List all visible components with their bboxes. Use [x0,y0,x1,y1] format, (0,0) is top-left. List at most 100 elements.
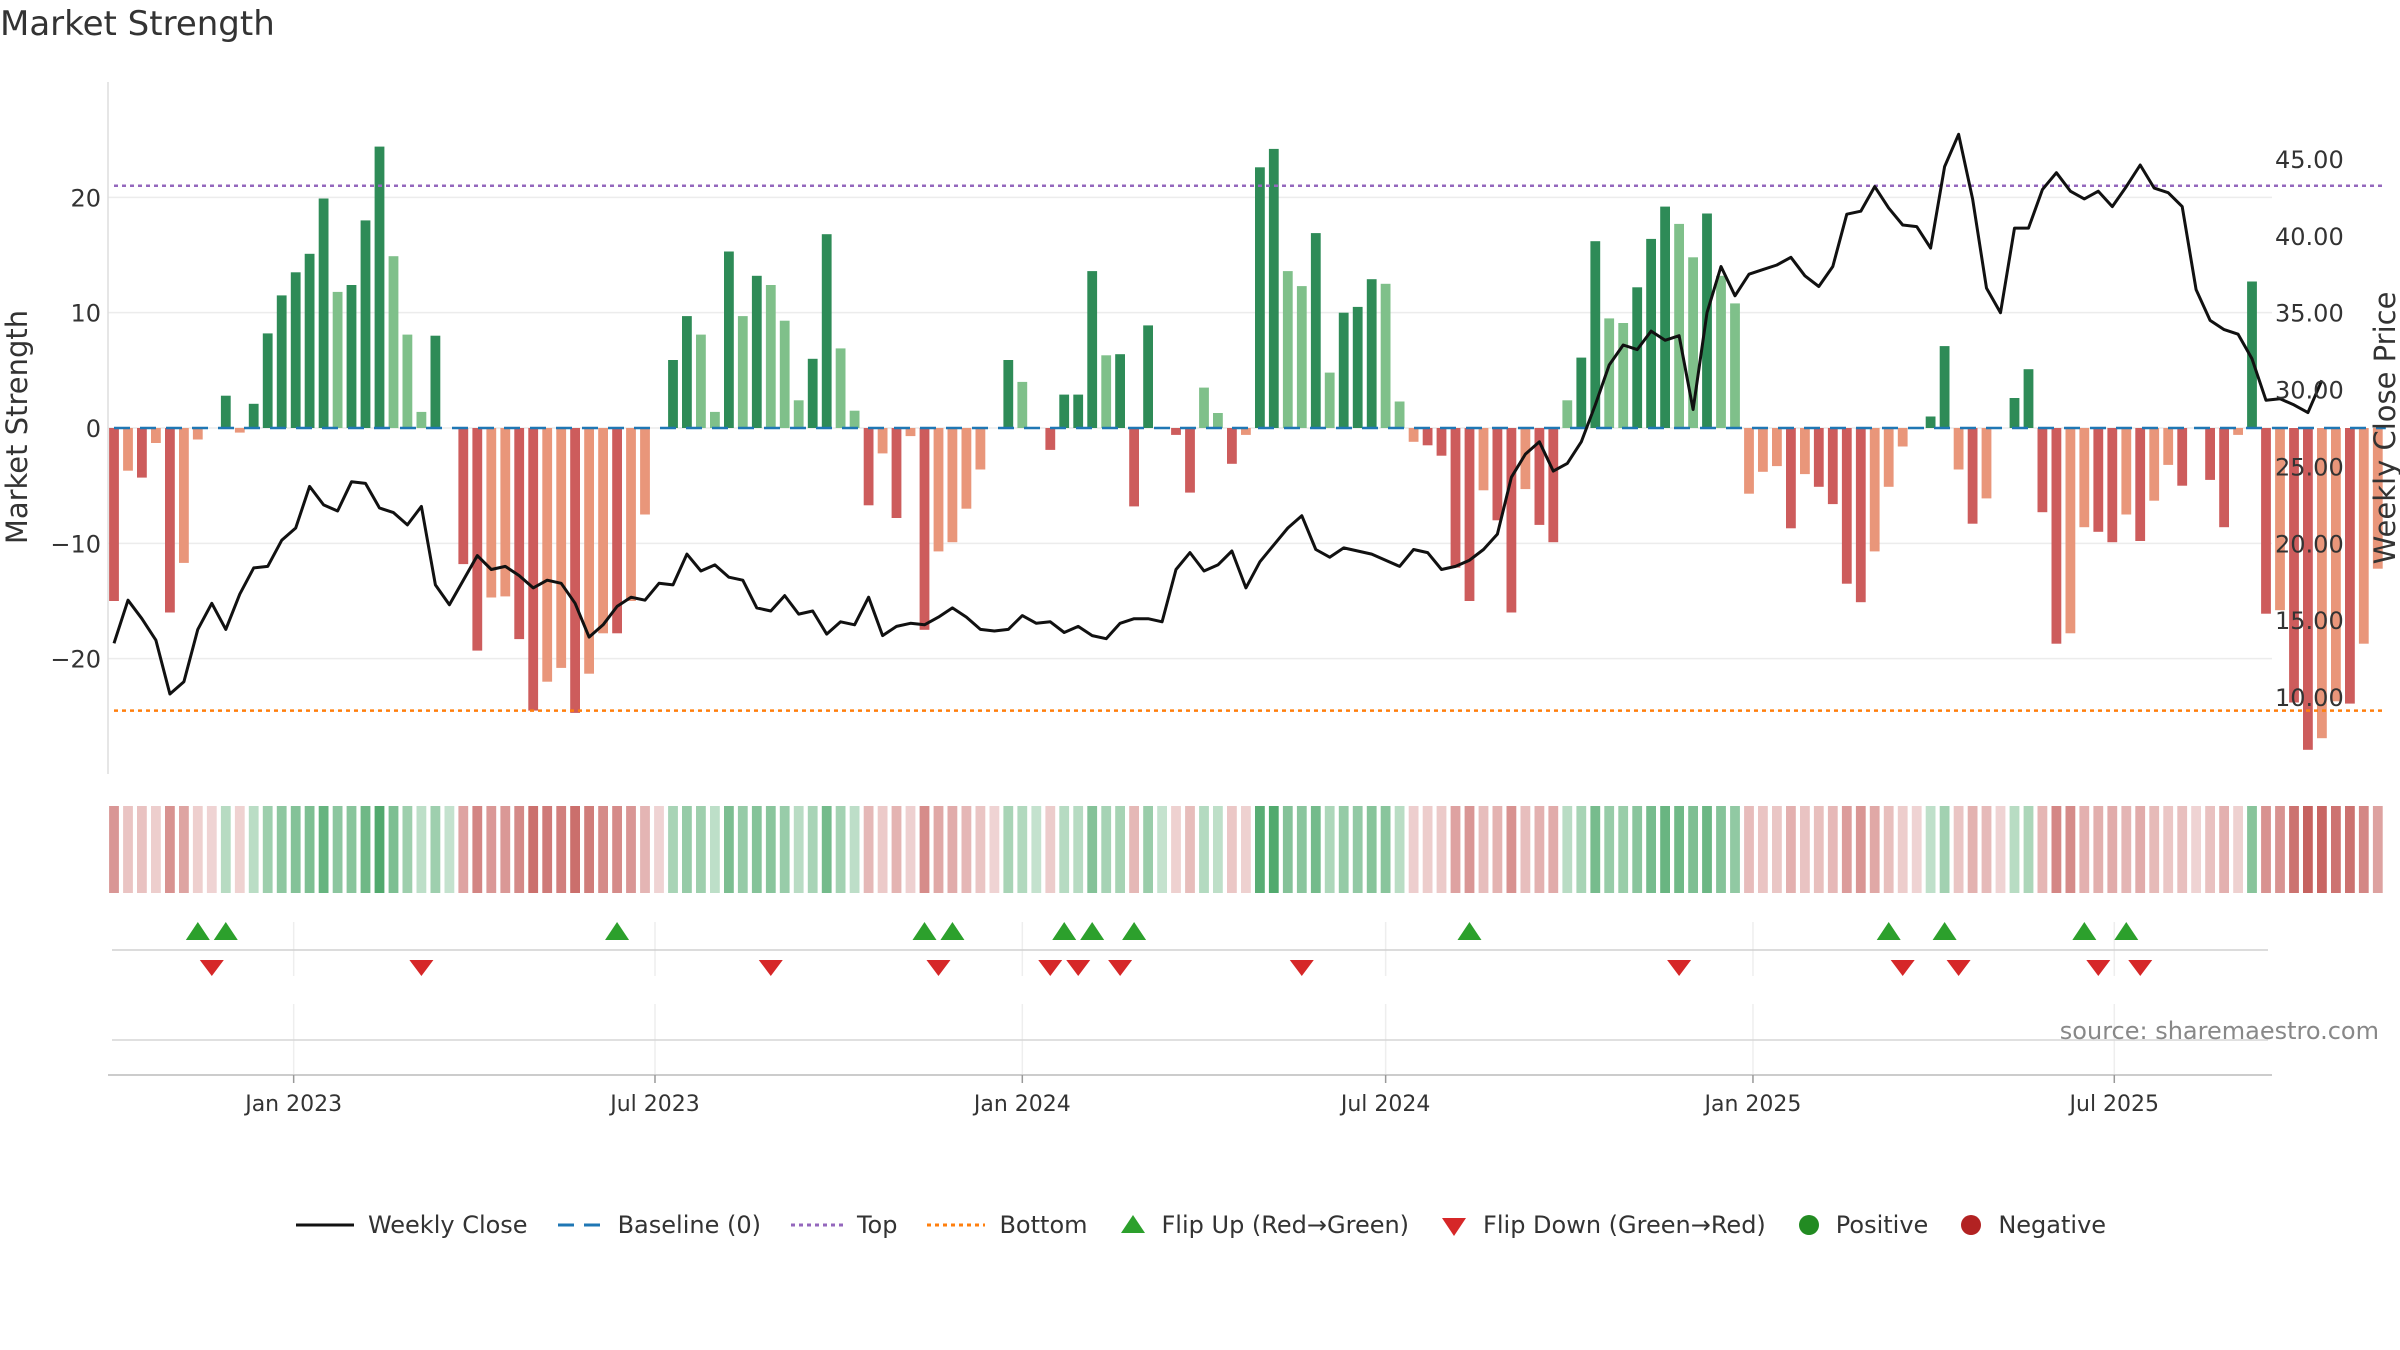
strength-bar [416,411,427,428]
heat-cell [1185,806,1195,893]
legend-label: Top [856,1211,898,1239]
strength-bar [1045,428,1056,450]
heat-cell [751,806,762,893]
strength-bar [2345,428,2355,704]
heat-cell [1296,806,1307,893]
strength-bar [458,428,469,565]
heat-cell [2372,806,2383,893]
heat-cell [151,806,161,893]
heat-cell [416,806,427,893]
strength-bar [109,428,119,601]
heat-cell [1716,806,1726,893]
strength-bar [1478,428,1489,491]
heat-cell [2358,806,2369,893]
heat-cell [2247,806,2257,893]
strength-bar [1562,400,1573,428]
heat-cell [1632,806,1643,893]
strength-bar [430,335,441,428]
strength-bar [1380,283,1391,428]
strength-bar [248,403,259,428]
strength-bar [877,428,888,454]
dotted-line-swatch-icon [789,1212,845,1238]
flip-down-marker [2086,960,2111,976]
strength-bar [137,428,147,478]
heat-cell [905,806,916,893]
legend-item-negative[interactable]: Negative [1956,1211,2106,1239]
legend-item-flip-up[interactable]: Flip Up (Red→Green) [1116,1211,1409,1239]
strength-bar [2121,428,2132,515]
strength-bar [863,428,874,506]
heat-cell [1380,806,1391,893]
strength-bar [2289,428,2299,703]
strength-bar [1310,233,1321,428]
legend-item-weekly-close[interactable]: Weekly Close [294,1211,528,1239]
heat-cell [123,806,133,893]
heat-cell [290,806,301,893]
heat-cell [374,806,385,893]
source-note: source: sharemaestro.com [2060,1017,2379,1045]
heat-cell [821,806,832,893]
strength-bars [109,146,2383,750]
strength-bar [1758,428,1768,472]
flip-down-marker [409,960,434,976]
y2-tick-label: 40.00 [2275,223,2344,251]
strength-bar [961,428,972,509]
strength-bar [1115,354,1125,428]
strength-bar [290,272,301,428]
y2-tick-label: 15.00 [2275,607,2344,635]
heat-cell [137,806,147,893]
legend-item-bottom[interactable]: Bottom [925,1211,1088,1239]
heat-cell [2023,806,2034,893]
heat-cell [1017,806,1028,893]
heat-cell [1059,806,1070,893]
circle-icon [1794,1212,1824,1238]
legend-item-baseline[interactable]: Baseline (0) [556,1211,761,1239]
heat-cell [947,806,958,893]
heat-cell [1408,806,1419,893]
y-tick-label: 10 [70,300,101,328]
strength-bar [179,428,189,563]
strength-bar [1366,279,1377,428]
strength-bar [1436,428,1447,456]
heat-cell [542,806,553,893]
strength-bar [1087,271,1098,428]
strength-bar [1883,428,1894,487]
strength-bar [1408,428,1419,442]
heat-cell [584,806,594,893]
heat-cell [1548,806,1559,893]
x-tick-label: Jul 2025 [2068,1092,2160,1117]
strength-bar [1101,355,1112,428]
y2-tick-label: 35.00 [2275,300,2344,328]
strength-bar [821,234,832,428]
x-tick-label: Jan 2023 [243,1092,342,1117]
legend-item-top[interactable]: Top [789,1211,898,1239]
heat-cell [961,806,972,893]
strength-bar [975,428,986,470]
strength-bar [598,428,608,634]
strength-bar [1450,428,1461,568]
heat-cell [1031,806,1042,893]
strength-heat-strip [109,806,2383,893]
legend-item-flip-down[interactable]: Flip Down (Green→Red) [1437,1211,1766,1239]
strength-bar [304,253,315,428]
heat-cell [1897,806,1908,893]
y2-tick-label: 20.00 [2275,530,2344,558]
strength-bar [612,428,622,634]
heat-cell [360,806,371,893]
strength-bar [2093,428,2104,532]
strength-bar [2219,428,2229,528]
strength-bar [542,428,553,682]
heat-cell [1171,806,1181,893]
y2-tick-label: 25.00 [2275,453,2344,481]
heat-cell [668,806,678,893]
heat-cell [891,806,902,893]
heat-cell [514,806,525,893]
heat-cell [1953,806,1964,893]
heat-cell [793,806,804,893]
triangle-up-icon [1116,1212,1150,1238]
heat-cell [1073,806,1084,893]
heat-cell [1450,806,1461,893]
heat-cell [2149,806,2160,893]
heat-cell [430,806,441,893]
legend-item-positive[interactable]: Positive [1794,1211,1928,1239]
